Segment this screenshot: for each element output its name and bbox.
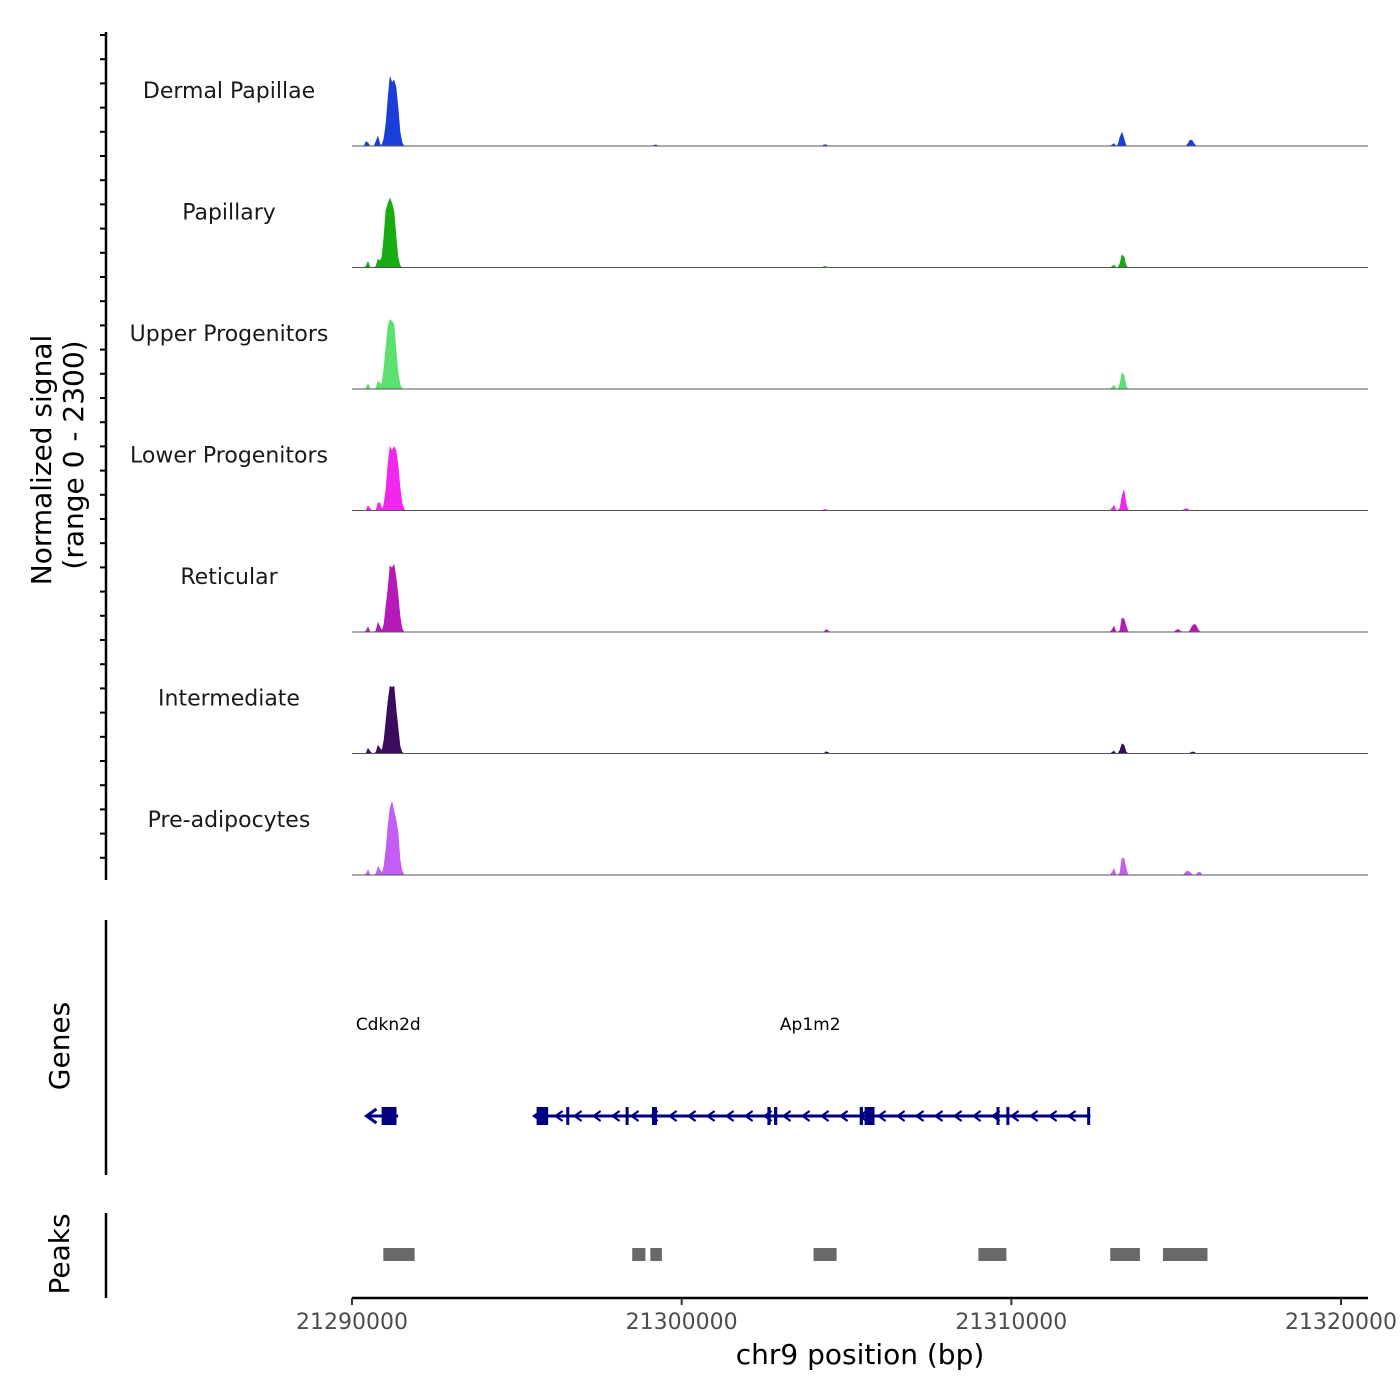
strand-arrow (781, 1110, 792, 1122)
track-label: Pre-adipocytes (148, 808, 311, 833)
x-axis-title: chr9 position (bp) (736, 1338, 985, 1371)
strand-arrow (705, 1110, 716, 1122)
peak-region (1110, 1248, 1140, 1261)
y-axis-range: (range 0 - 2300) (57, 340, 90, 569)
peak-region (383, 1248, 415, 1261)
peaks-track-title: Peaks (43, 1213, 76, 1294)
strand-arrow (686, 1110, 697, 1122)
exon-block (1087, 1107, 1091, 1125)
track-intermediate: Intermediate (158, 686, 1368, 754)
peak-region (632, 1248, 646, 1261)
strand-arrow (895, 1110, 906, 1122)
exon-block (996, 1107, 1000, 1125)
strand-arrow (667, 1110, 678, 1122)
coverage-area (352, 197, 1368, 268)
track-label: Intermediate (158, 687, 300, 712)
track-label: Dermal Papillae (143, 79, 315, 104)
track-label: Reticular (180, 565, 278, 590)
gene-label: Cdkn2d (356, 1015, 421, 1035)
track-label: Lower Progenitors (130, 444, 328, 469)
strand-arrow (572, 1110, 583, 1122)
coverage-area (352, 319, 1368, 390)
genes-track-title: Genes (43, 1002, 76, 1090)
exon-block (864, 1107, 875, 1125)
x-tick-label: 21290000 (296, 1310, 408, 1335)
strand-arrow (800, 1110, 811, 1122)
strand-arrow (591, 1110, 602, 1122)
strand-arrow (629, 1110, 640, 1122)
track-label: Papillary (182, 201, 276, 226)
strand-arrow (914, 1110, 925, 1122)
peak-region (978, 1248, 1007, 1261)
coverage-area (352, 563, 1368, 633)
strand-arrow (952, 1110, 963, 1122)
strand-arrow (819, 1110, 830, 1122)
exon-block (859, 1107, 863, 1125)
strand-arrow (743, 1110, 754, 1122)
strand-arrow (553, 1110, 564, 1122)
exon-block (1006, 1107, 1010, 1125)
x-tick-label: 21320000 (1285, 1310, 1397, 1335)
strand-arrow (610, 1110, 621, 1122)
track-lower-progenitors: Lower Progenitors (130, 444, 1368, 511)
strand-arrow (933, 1110, 944, 1122)
exon-block (767, 1107, 771, 1125)
track-papillary: Papillary (182, 197, 1368, 268)
x-axis-ticks: 21290000 21300000 21310000 21320000 (296, 1298, 1397, 1335)
strand-arrow (724, 1110, 735, 1122)
peak-regions-track (383, 1248, 1208, 1261)
exon-block (566, 1107, 570, 1125)
gene-cdkn2d: Cdkn2d (356, 1015, 421, 1125)
peak-region (1162, 1248, 1208, 1261)
track-dermal-papillae: Dermal Papillae (143, 76, 1368, 147)
coverage-area (352, 445, 1368, 511)
strand-arrow (971, 1110, 982, 1122)
gene-start-arrow (363, 1107, 378, 1125)
coverage-area (352, 686, 1368, 754)
strand-arrow (876, 1110, 887, 1122)
x-tick-label: 21300000 (626, 1310, 738, 1335)
peak-region (650, 1248, 662, 1261)
strand-arrow (1066, 1110, 1077, 1122)
peak-region (813, 1248, 837, 1261)
strand-arrow (1047, 1110, 1058, 1122)
coverage-area (352, 76, 1368, 147)
exon-block (625, 1107, 629, 1125)
x-tick-label: 21310000 (955, 1310, 1067, 1335)
track-pre-adipocytes: Pre-adipocytes (148, 801, 1368, 876)
strand-arrow (857, 1110, 868, 1122)
track-label: Upper Progenitors (130, 322, 329, 347)
exon-block (536, 1107, 549, 1125)
coverage-area (352, 801, 1368, 876)
strand-arrow (1028, 1110, 1039, 1122)
gene-annotation-track: Cdkn2d Ap1m2 (356, 1015, 1091, 1125)
exon-block (773, 1107, 778, 1125)
exon-block (651, 1107, 657, 1125)
exon-block (381, 1107, 397, 1125)
coverage-tracks: Dermal Papillae Papillary Upper Progenitor… (130, 76, 1368, 876)
y-axis-title: Normalized signal (25, 335, 58, 586)
track-reticular: Reticular (180, 563, 1368, 633)
strand-arrow (1009, 1110, 1020, 1122)
strand-arrow (838, 1110, 849, 1122)
gene-ap1m2: Ap1m2 (531, 1015, 1091, 1125)
track-upper-progenitors: Upper Progenitors (130, 319, 1368, 390)
gene-label: Ap1m2 (780, 1015, 841, 1035)
